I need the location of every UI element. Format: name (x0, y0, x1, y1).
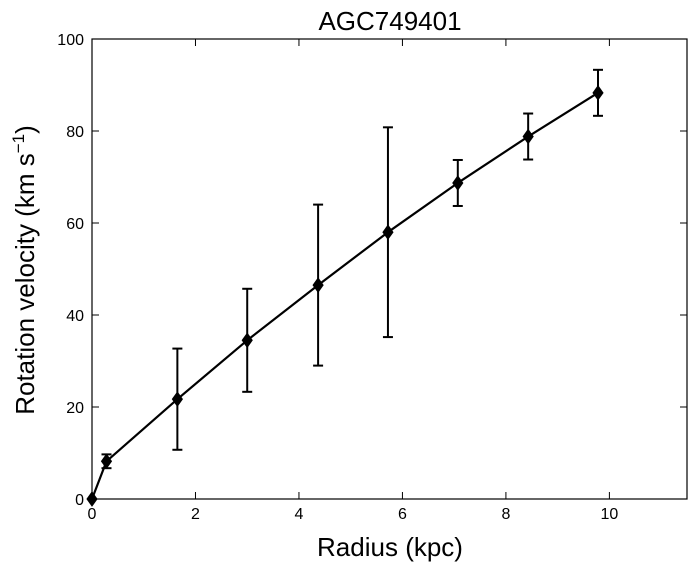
data-point-marker (382, 224, 394, 241)
data-series (90, 91, 599, 500)
y-tick-label: 40 (66, 308, 84, 325)
data-markers (86, 84, 604, 507)
data-point-marker (452, 175, 464, 191)
data-point-marker (171, 391, 183, 408)
data-point-marker (592, 84, 604, 101)
x-tick-label: 2 (191, 506, 200, 523)
x-tick-label: 8 (501, 506, 510, 523)
y-tick-label: 20 (66, 400, 84, 417)
data-point-marker (241, 332, 253, 349)
data-point-marker (100, 453, 113, 470)
y-axis-label-close: ) (10, 125, 40, 134)
y-axis-label: Rotation velocity (km s−1) (9, 125, 40, 415)
y-tick-label: 80 (66, 124, 84, 141)
y-tick-label: 100 (57, 32, 84, 49)
y-axis-label-main: Rotation velocity (km s (10, 153, 40, 415)
data-point-marker (312, 277, 324, 293)
x-tick-label: 10 (600, 506, 618, 523)
x-tick-label: 0 (88, 506, 97, 523)
y-axis-label-superscript: −1 (9, 134, 28, 153)
x-tick-label: 6 (398, 506, 407, 523)
x-tick-label: 4 (295, 506, 304, 523)
y-tick-label: 0 (75, 492, 84, 509)
plot-frame (91, 38, 688, 500)
series-line (90, 91, 599, 500)
y-tick-label: 60 (66, 216, 84, 233)
data-point-marker (522, 128, 534, 145)
x-axis-label: Radius (kpc) (317, 532, 463, 562)
chart-title: AGC749401 (318, 6, 461, 36)
